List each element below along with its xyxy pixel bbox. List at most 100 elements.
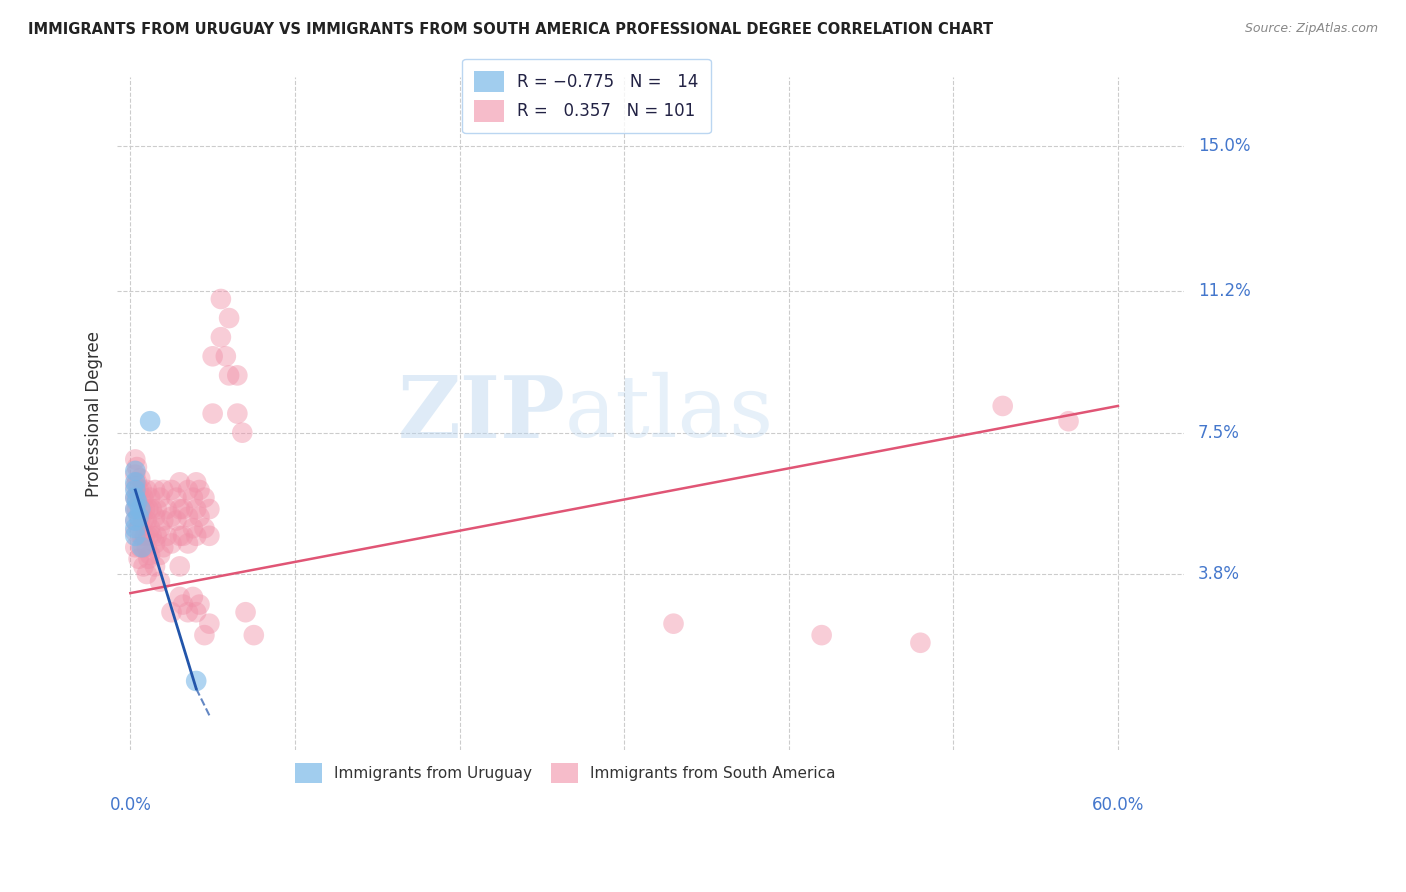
- Point: [128, 509, 150, 524]
- Point: [177, 509, 200, 524]
- Point: [143, 509, 166, 524]
- Point: [169, 529, 191, 543]
- Point: [177, 536, 200, 550]
- Point: [124, 524, 146, 539]
- Point: [198, 502, 221, 516]
- Point: [124, 514, 146, 528]
- Point: [145, 502, 167, 516]
- Point: [128, 521, 150, 535]
- Point: [124, 529, 146, 543]
- Point: [186, 605, 208, 619]
- Point: [226, 368, 249, 383]
- Point: [235, 605, 257, 619]
- Point: [149, 548, 172, 562]
- Point: [129, 471, 152, 485]
- Point: [152, 483, 174, 497]
- Point: [138, 502, 160, 516]
- Point: [172, 502, 194, 516]
- Point: [172, 598, 194, 612]
- Point: [201, 407, 224, 421]
- Point: [125, 502, 148, 516]
- Point: [139, 521, 162, 535]
- Point: [125, 491, 148, 505]
- Point: [181, 521, 204, 535]
- Point: [231, 425, 253, 440]
- Point: [152, 514, 174, 528]
- Point: [124, 491, 146, 505]
- Point: [135, 514, 157, 528]
- Point: [165, 491, 187, 505]
- Point: [141, 529, 163, 543]
- Point: [169, 475, 191, 490]
- Point: [138, 551, 160, 566]
- Point: [124, 475, 146, 490]
- Text: ZIP: ZIP: [398, 372, 565, 456]
- Text: 15.0%: 15.0%: [1198, 137, 1250, 155]
- Point: [131, 483, 153, 497]
- Point: [128, 551, 150, 566]
- Point: [169, 559, 191, 574]
- Point: [165, 514, 187, 528]
- Point: [125, 460, 148, 475]
- Point: [149, 491, 172, 505]
- Point: [129, 502, 152, 516]
- Point: [124, 479, 146, 493]
- Point: [186, 475, 208, 490]
- Point: [188, 509, 211, 524]
- Point: [186, 502, 208, 516]
- Point: [128, 483, 150, 497]
- Point: [143, 483, 166, 497]
- Point: [135, 541, 157, 555]
- Y-axis label: Professional Degree: Professional Degree: [86, 331, 103, 497]
- Point: [124, 467, 146, 482]
- Point: [129, 541, 152, 555]
- Point: [149, 521, 172, 535]
- Point: [139, 548, 162, 562]
- Point: [662, 616, 685, 631]
- Text: IMMIGRANTS FROM URUGUAY VS IMMIGRANTS FROM SOUTH AMERICA PROFESSIONAL DEGREE COR: IMMIGRANTS FROM URUGUAY VS IMMIGRANTS FR…: [28, 22, 993, 37]
- Point: [124, 521, 146, 535]
- Point: [991, 399, 1014, 413]
- Point: [143, 536, 166, 550]
- Point: [134, 529, 156, 543]
- Point: [188, 483, 211, 497]
- Point: [160, 509, 183, 524]
- Point: [132, 491, 155, 505]
- Text: 0.0%: 0.0%: [110, 796, 152, 814]
- Point: [1057, 414, 1080, 428]
- Point: [209, 330, 232, 344]
- Point: [124, 502, 146, 516]
- Point: [177, 483, 200, 497]
- Point: [125, 494, 148, 508]
- Point: [193, 521, 215, 535]
- Point: [198, 616, 221, 631]
- Point: [155, 529, 177, 543]
- Point: [209, 292, 232, 306]
- Point: [124, 541, 146, 555]
- Point: [160, 605, 183, 619]
- Point: [135, 483, 157, 497]
- Point: [125, 475, 148, 490]
- Legend: Immigrants from Uruguay, Immigrants from South America: Immigrants from Uruguay, Immigrants from…: [288, 757, 842, 789]
- Point: [181, 491, 204, 505]
- Point: [131, 541, 153, 555]
- Point: [193, 491, 215, 505]
- Point: [177, 605, 200, 619]
- Point: [145, 529, 167, 543]
- Text: 3.8%: 3.8%: [1198, 565, 1240, 583]
- Point: [181, 590, 204, 604]
- Point: [186, 673, 208, 688]
- Point: [131, 502, 153, 516]
- Point: [135, 567, 157, 582]
- Text: Source: ZipAtlas.com: Source: ZipAtlas.com: [1244, 22, 1378, 36]
- Text: 7.5%: 7.5%: [1198, 424, 1240, 442]
- Point: [141, 502, 163, 516]
- Point: [172, 529, 194, 543]
- Point: [138, 529, 160, 543]
- Text: atlas: atlas: [565, 372, 775, 455]
- Point: [124, 502, 146, 516]
- Point: [132, 559, 155, 574]
- Point: [124, 452, 146, 467]
- Point: [124, 491, 146, 505]
- Point: [186, 529, 208, 543]
